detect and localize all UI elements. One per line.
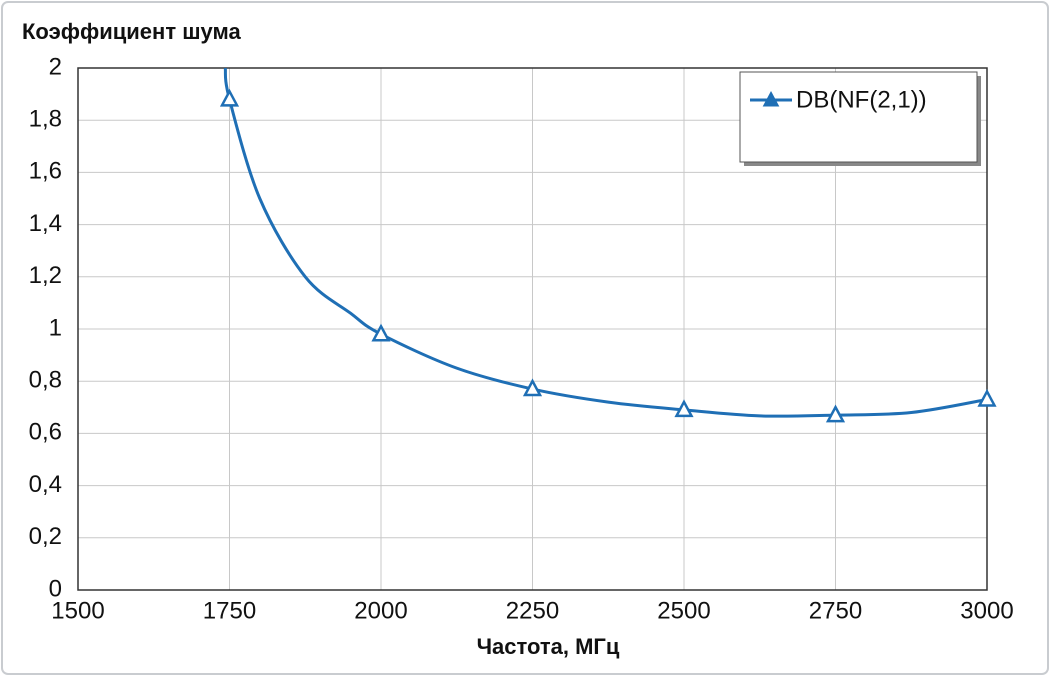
y-tick-label: 1,6 bbox=[29, 158, 62, 185]
y-tick-label: 0,4 bbox=[29, 471, 62, 498]
series-line bbox=[223, 68, 987, 418]
y-tick-label: 0 bbox=[49, 575, 62, 602]
x-axis-label: Частота, МГц bbox=[477, 634, 620, 659]
y-tick-label: 0,8 bbox=[29, 367, 62, 394]
x-tick-label: 2250 bbox=[506, 597, 559, 624]
x-tick-label: 1750 bbox=[203, 597, 256, 624]
y-tick-label: 1,4 bbox=[29, 210, 62, 237]
y-tick-label: 0,6 bbox=[29, 419, 62, 446]
marker bbox=[825, 404, 846, 423]
y-tick-label: 0,2 bbox=[29, 523, 62, 550]
legend-marker bbox=[762, 90, 780, 107]
x-tick-label: 2500 bbox=[657, 597, 710, 624]
x-tick-label: 3000 bbox=[960, 597, 1013, 624]
y-tick-label: 1 bbox=[49, 314, 62, 341]
y-tick-label: 2 bbox=[49, 53, 62, 80]
plot-area bbox=[77, 67, 988, 591]
x-tick-label: 2000 bbox=[354, 597, 407, 624]
x-tick-label: 1500 bbox=[51, 597, 104, 624]
y-tick-label: 1,2 bbox=[29, 262, 62, 289]
x-tick-label: 2750 bbox=[809, 597, 862, 624]
y-tick-label: 1,8 bbox=[29, 106, 62, 133]
marker bbox=[522, 378, 543, 397]
chart-title: Коэффициент шума bbox=[22, 19, 241, 44]
marker bbox=[674, 399, 694, 418]
marker bbox=[977, 388, 997, 407]
marker bbox=[371, 323, 391, 342]
legend-label: DB(NF(2,1)) bbox=[796, 86, 927, 113]
legend-box bbox=[739, 71, 978, 163]
marker bbox=[219, 88, 240, 107]
